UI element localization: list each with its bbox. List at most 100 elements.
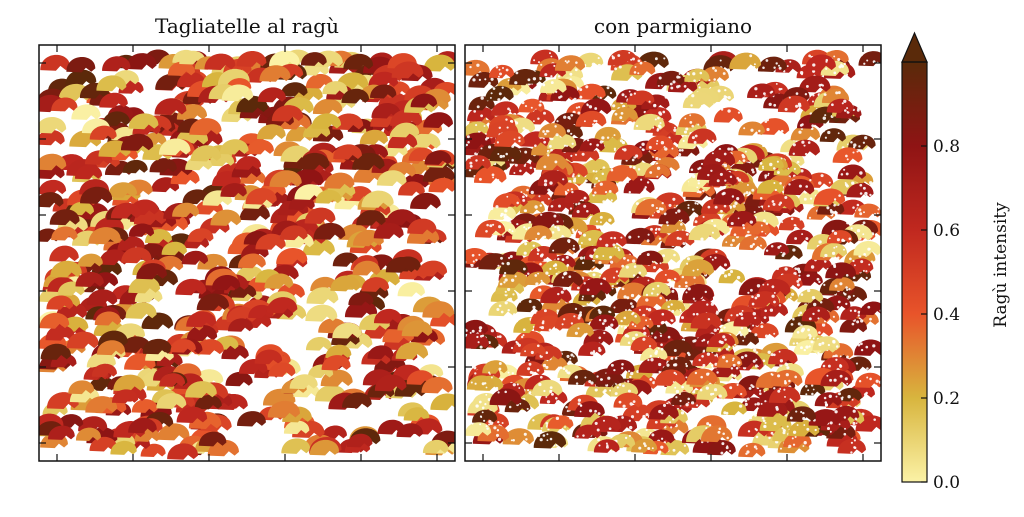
parmigiano-flake	[496, 307, 500, 312]
parmigiano-flake	[683, 85, 687, 88]
parmigiano-flake	[646, 239, 650, 243]
parmigiano-flake	[662, 403, 667, 407]
parmigiano-flake	[692, 390, 696, 394]
parmigiano-flake	[807, 328, 810, 332]
pasta-nest-point	[89, 436, 118, 452]
parmigiano-flake	[506, 195, 509, 198]
parmigiano-flake	[833, 265, 837, 269]
parmigiano-flake	[651, 447, 654, 450]
pasta-nest-point	[194, 339, 224, 355]
parmigiano-flake	[657, 450, 662, 454]
parmigiano-flake	[649, 377, 653, 381]
parmigiano-flake	[466, 135, 470, 139]
parmigiano-flake	[684, 117, 687, 120]
pasta-nest-point	[681, 259, 715, 277]
parmigiano-flake	[766, 127, 770, 132]
parmigiano-flake	[647, 233, 650, 236]
parmigiano-flake	[852, 421, 856, 425]
parmigiano-flake	[516, 383, 519, 386]
pasta-nest-point	[283, 420, 310, 435]
parmigiano-flake	[582, 295, 584, 298]
parmigiano-flake	[530, 190, 534, 195]
parmigiano-flake	[638, 308, 641, 312]
pasta-nest-point	[518, 98, 545, 113]
parmigiano-flake	[573, 177, 577, 181]
parmigiano-flake	[778, 66, 782, 70]
parmigiano-flake	[833, 55, 836, 58]
panel-left-frame	[38, 44, 456, 462]
parmigiano-flake	[663, 212, 667, 216]
parmigiano-flake	[742, 339, 745, 342]
parmigiano-flake	[671, 289, 675, 293]
parmigiano-flake	[822, 364, 826, 368]
parmigiano-flake	[742, 159, 746, 162]
parmigiano-flake	[778, 350, 781, 353]
parmigiano-flake	[648, 344, 652, 348]
parmigiano-flake	[485, 230, 488, 233]
parmigiano-flake	[507, 287, 511, 292]
parmigiano-flake	[825, 67, 828, 70]
pasta-nest-point	[633, 113, 665, 131]
pasta-nest-point	[654, 369, 686, 386]
pasta-nest-point	[395, 342, 429, 360]
parmigiano-flake	[829, 430, 832, 433]
parmigiano-flake	[527, 389, 530, 392]
parmigiano-flake	[838, 392, 841, 396]
parmigiano-flake	[685, 262, 689, 265]
parmigiano-flake	[579, 410, 582, 413]
pasta-nest-point	[157, 423, 190, 441]
parmigiano-flake	[773, 387, 776, 390]
parmigiano-flake	[592, 170, 595, 173]
parmigiano-flake	[755, 435, 759, 439]
parmigiano-flake	[622, 404, 626, 408]
parmigiano-flake	[475, 124, 478, 127]
parmigiano-flake	[623, 148, 627, 152]
parmigiano-flake	[864, 136, 868, 140]
parmigiano-flake	[590, 381, 594, 385]
parmigiano-flake	[825, 403, 828, 407]
parmigiano-flake	[580, 242, 583, 244]
parmigiano-flake	[719, 172, 723, 176]
parmigiano-flake	[658, 237, 662, 240]
pasta-nest-point	[466, 375, 495, 391]
parmigiano-flake	[799, 218, 802, 221]
parmigiano-flake	[675, 373, 678, 376]
pasta-nest-point	[465, 333, 490, 349]
parmigiano-flake	[538, 195, 541, 198]
parmigiano-flake	[660, 412, 664, 415]
parmigiano-flake	[667, 305, 670, 309]
parmigiano-flake	[508, 228, 511, 231]
parmigiano-flake	[742, 223, 745, 227]
parmigiano-flake	[710, 392, 713, 396]
parmigiano-flake	[521, 101, 525, 105]
parmigiano-flake	[654, 231, 658, 235]
parmigiano-flake	[520, 191, 523, 194]
pasta-nest-point	[196, 293, 230, 311]
parmigiano-flake	[608, 218, 612, 222]
parmigiano-flake	[722, 355, 726, 359]
parmigiano-flake	[860, 348, 864, 352]
pasta-nest-point	[266, 297, 298, 314]
parmigiano-flake	[660, 207, 664, 211]
parmigiano-flake	[668, 203, 672, 207]
parmigiano-flake	[563, 115, 567, 119]
pasta-nest-point	[110, 202, 141, 219]
parmigiano-flake	[795, 104, 799, 108]
parmigiano-flake	[530, 350, 534, 355]
parmigiano-flake	[759, 389, 762, 392]
parmigiano-flake	[658, 158, 661, 161]
parmigiano-flake	[555, 272, 558, 275]
parmigiano-flake	[795, 92, 799, 95]
parmigiano-flake	[835, 358, 838, 361]
parmigiano-flake	[623, 295, 627, 299]
pasta-nest-point	[40, 343, 72, 360]
parmigiano-flake	[626, 296, 630, 300]
parmigiano-flake	[602, 166, 606, 170]
parmigiano-flake	[823, 396, 827, 400]
parmigiano-flake	[675, 211, 678, 214]
parmigiano-flake	[837, 256, 840, 260]
pasta-nest-point	[623, 177, 655, 194]
parmigiano-flake	[618, 65, 622, 69]
parmigiano-flake	[786, 65, 789, 68]
